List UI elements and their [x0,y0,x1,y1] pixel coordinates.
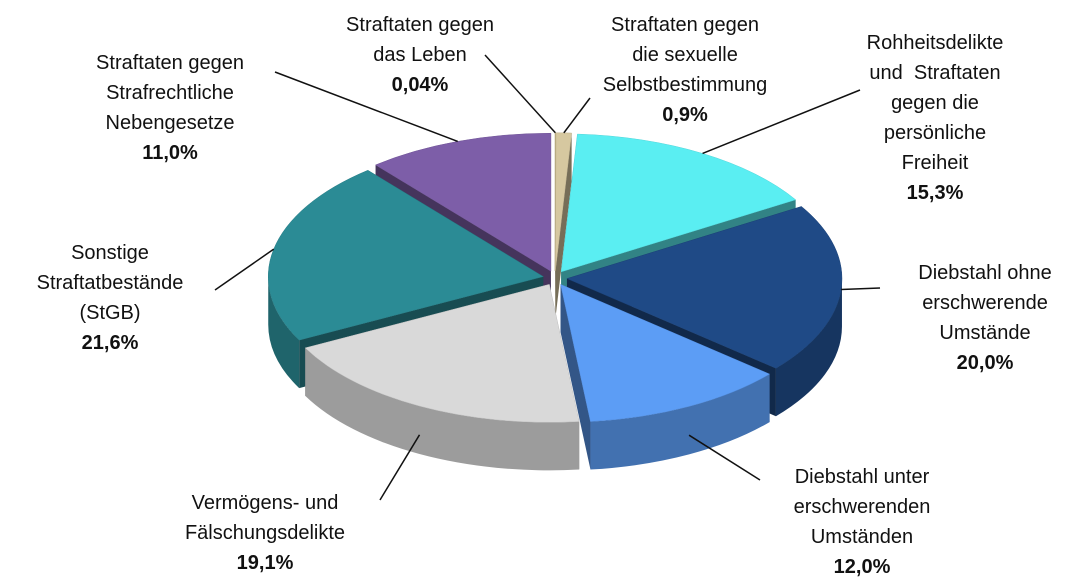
slice-top [304,284,580,423]
category-label: Rohheitsdelikte und Straftaten gegen die… [866,32,1004,174]
category-label: Vermögens- und Fälschungsdelikte [184,492,346,544]
slice-side [268,276,300,389]
slice-top [560,133,797,273]
leader-line [702,89,861,155]
value-label: 0,9% [662,104,708,126]
category-label: Straftaten gegen die sexuelle Selbstbest… [602,14,768,96]
category-label: Diebstahl ohne erschwerende Umstände [918,262,1052,344]
slice-top [566,206,843,369]
leader-line [484,54,556,134]
leader-line [841,287,881,291]
slice-label: Sonstige Straftatbestände (StGB) 21,6% [37,238,184,358]
slice-side [560,284,591,470]
slice [560,283,771,470]
value-label: 19,1% [236,552,294,574]
slice-label: Diebstahl ohne erschwerende Umstände 20,0… [918,258,1051,378]
value-label: 11,0% [142,142,198,164]
slice-label: Straftaten gegen die sexuelle Selbstbest… [603,10,768,130]
category-label: Straftaten gegen Strafrechtliche Nebenge… [96,52,244,134]
slice-side [590,374,770,470]
slice-side [775,278,842,417]
slice-label: Diebstahl unter erschwerenden Umständen 1… [794,462,931,581]
value-label: 0,04% [391,74,449,96]
slice-side [555,133,572,319]
value-label: 12,0% [833,556,891,578]
slice-label: Rohheitsdelikte und Straftaten gegen die… [867,28,1004,208]
value-label: 15,3% [906,182,964,204]
slice [304,284,580,471]
leader-line [214,248,275,291]
slice-label: Straftaten gegen das Leben 0,04% [346,10,494,100]
slice-label: Straftaten gegen Strafrechtliche Nebenge… [96,48,244,168]
value-label: 21,6% [81,332,139,354]
slice-side [305,347,580,471]
leader-line [563,97,591,134]
leader-line [688,434,761,481]
slice-label: Vermögens- und Fälschungsdelikte 19,1% [185,488,345,578]
category-label: Diebstahl unter erschwerenden Umständen [793,466,931,548]
category-label: Straftaten gegen das Leben [346,14,494,66]
leader-line [274,71,458,143]
slice-top [560,283,771,422]
leader-line [379,434,421,501]
category-label: Sonstige Straftatbestände (StGB) [36,242,184,324]
value-label: 20,0% [956,352,1014,374]
